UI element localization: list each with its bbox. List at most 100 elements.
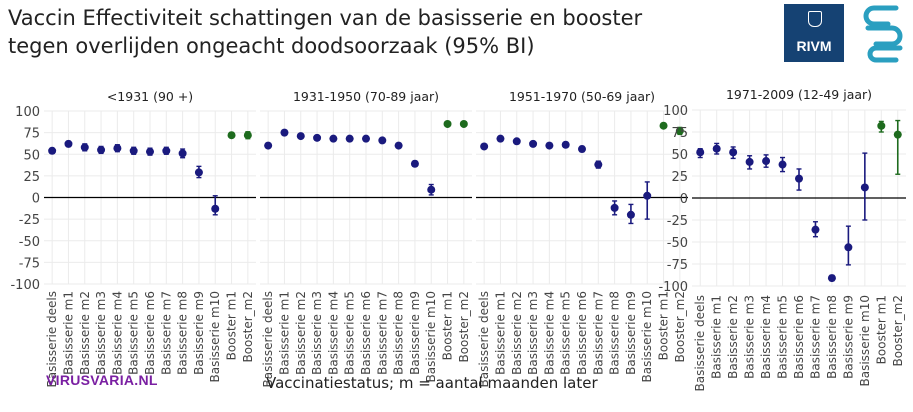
x-tick-label-1-3: Basisserie m3 [94,291,108,375]
facet-title-1: <1931 (90 +) [107,89,193,104]
x-tick-label-1-9: Basisserie m9 [192,291,206,375]
data-point-2-6 [362,134,370,143]
y-tick-label-4-5: -25 [667,214,688,229]
data-point-1-5 [129,146,138,155]
data-point-4-12 [893,130,902,139]
x-tick-label-1-5: Basisserie m5 [127,291,141,375]
cbs-logo: cbs [862,4,906,64]
data-point-4-3 [745,157,754,166]
x-tick-label-1-1: Basisserie m1 [61,291,75,375]
data-point-1-11 [227,131,236,140]
facet-title-2: 1931-1950 (70-89 jaar) [293,89,439,104]
data-point-2-0 [264,141,273,150]
x-tick-label-4-0: Basisserie deels [693,295,707,392]
x-tick-label-1-11: Booster m1 [225,291,239,360]
brand-label: VIRUSVARIA.NL [46,372,158,388]
data-point-1-0 [48,146,57,155]
y-tick-label-4-1: 75 [671,126,688,141]
y-tick-label-4-0: 100 [663,104,688,119]
x-tick-label-3-7: Basisserie m7 [591,291,605,375]
y-tick-label-4-2: 50 [671,148,688,163]
x-tick-label-3-3: Basisserie m3 [526,291,540,375]
x-tick-label-1-4: Basisserie m4 [110,291,124,375]
y-tick-label-4-7: -75 [667,258,688,273]
x-tick-label-3-6: Basisserie m6 [575,291,589,375]
data-point-3-8 [610,203,619,212]
x-tick-label-4-11: Booster m1 [874,295,888,364]
x-tick-label-1-2: Basisserie m2 [78,291,92,375]
data-point-3-7 [594,160,603,169]
x-tick-label-2-2: Basisserie m2 [294,291,308,375]
data-point-4-1 [712,144,721,153]
y-tick-label-1-7: -75 [19,256,40,271]
x-tick-label-1-0: Basisserie deels [45,291,59,388]
rivm-logo: RIVM [784,4,844,62]
data-point-3-11 [659,121,668,130]
y-tick-label-4-8: -100 [658,280,688,295]
x-tick-label-2-12: Booster_m2 [457,291,471,363]
data-point-3-12 [675,126,684,135]
x-tick-label-4-1: Basisserie m1 [710,295,724,379]
x-tick-label-1-8: Basisserie m8 [176,291,190,375]
y-tick-label-1-8: -100 [10,278,40,293]
x-axis-title: Vaccinatiestatus; m = aantal maanden lat… [266,374,598,392]
y-tick-label-1-0: 100 [15,105,40,120]
chart-title: Vaccin Effectiviteit schattingen van de … [8,4,728,60]
data-point-3-10 [643,191,652,200]
chart-title-line-2: tegen overlijden ongeacht doodsoorzaak (… [8,34,535,58]
x-tick-label-1-12: Booster_m2 [241,291,255,363]
data-point-1-10 [211,204,220,213]
facet-panel-2: 1931-1950 (70-89 jaar) Basisserie deels Ba… [260,89,472,388]
data-point-3-1 [496,134,505,143]
x-tick-label-4-9: Basisserie m9 [841,295,855,379]
data-point-3-6 [578,145,586,154]
y-tick-label-1-1: 75 [23,127,40,142]
x-tick-label-2-11: Booster m1 [441,291,455,360]
data-point-1-8 [178,149,187,158]
y-tick-label-1-2: 50 [23,148,40,163]
x-tick-label-4-5: Basisserie m5 [776,295,790,379]
x-tick-label-3-12: Booster_m2 [673,291,687,363]
data-point-2-11 [443,119,452,128]
data-point-3-9 [626,210,635,219]
data-point-1-12 [243,131,252,140]
data-point-2-3 [313,133,322,142]
x-tick-label-2-0: Basisserie deels [261,291,275,388]
x-tick-label-3-8: Basisserie m8 [608,291,622,375]
data-point-4-5 [778,160,787,169]
x-tick-label-4-6: Basisserie m6 [792,295,806,379]
data-point-2-5 [345,134,354,143]
x-tick-label-2-10: Basisserie m10 [424,291,438,382]
x-tick-label-3-9: Basisserie m9 [624,291,638,375]
x-tick-label-2-3: Basisserie m3 [310,291,324,375]
data-point-4-8 [827,274,836,283]
x-tick-label-3-4: Basisserie m4 [542,291,556,375]
facet-title-4: 1971-2009 (12-49 jaar) [726,87,872,102]
facet-title-3: 1951-1970 (50-69 jaar) [509,89,655,104]
data-point-3-0 [480,142,489,151]
facet-panel-4: 1971-2009 (12-49 jaar)Basisserie deels Ba… [658,87,906,392]
data-point-1-3 [97,145,106,154]
x-tick-label-3-0: Basisserie deels [477,291,491,388]
data-point-2-10 [427,185,436,194]
data-point-3-4 [545,141,554,150]
data-point-1-7 [162,146,171,155]
data-point-1-1 [64,139,73,148]
y-tick-label-4-6: -50 [667,236,688,251]
x-tick-label-4-2: Basisserie m2 [726,295,740,379]
data-point-2-2 [296,132,305,141]
data-point-3-3 [529,139,538,148]
x-tick-label-3-11: Booster m1 [657,291,671,360]
data-point-2-9 [410,159,419,168]
y-tick-label-1-6: -50 [19,235,40,250]
x-tick-label-2-4: Basisserie m4 [326,291,340,375]
data-point-1-2 [80,143,89,152]
x-tick-label-2-6: Basisserie m6 [359,291,373,375]
y-tick-label-4-4: 0 [680,192,688,207]
data-point-2-12 [459,119,468,128]
x-tick-label-2-9: Basisserie m9 [408,291,422,375]
y-tick-label-1-4: 0 [32,192,40,207]
x-tick-label-4-10: Basisserie m10 [858,295,872,386]
data-point-1-4 [113,144,122,153]
x-tick-label-1-6: Basisserie m6 [143,291,157,375]
